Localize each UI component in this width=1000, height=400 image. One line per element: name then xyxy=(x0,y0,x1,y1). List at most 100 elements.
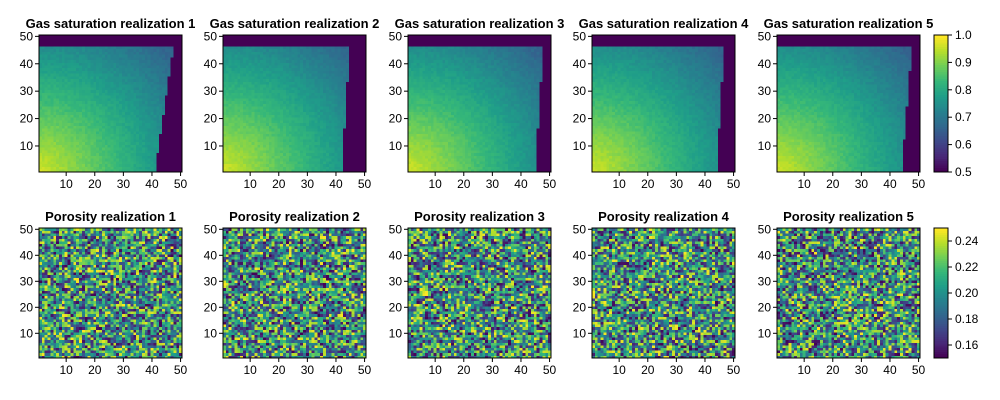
heatmap-cell xyxy=(136,98,139,101)
heatmap-cell xyxy=(119,112,122,115)
heatmap-cell xyxy=(70,49,73,52)
heatmap-cell xyxy=(260,142,263,145)
heatmap-cell xyxy=(349,46,352,49)
heatmap-cell xyxy=(108,84,111,87)
heatmap-cell xyxy=(113,71,116,74)
heatmap-cell xyxy=(272,62,275,65)
heatmap-cell xyxy=(53,164,56,167)
heatmap-cell xyxy=(131,112,134,115)
heatmap-cell xyxy=(73,147,76,150)
heatmap-cell xyxy=(128,153,131,156)
heatmap-cell xyxy=(232,128,235,131)
heatmap-cell xyxy=(156,164,159,167)
heatmap-cell xyxy=(171,98,174,101)
heatmap-cell xyxy=(306,95,309,98)
heatmap-cell xyxy=(317,71,320,74)
heatmap-cell xyxy=(303,38,306,41)
heatmap-cell xyxy=(113,161,116,164)
heatmap-cell xyxy=(53,54,56,57)
heatmap-cell xyxy=(360,109,363,112)
heatmap-cell xyxy=(111,123,114,126)
heatmap-cell xyxy=(249,98,252,101)
heatmap-cell xyxy=(105,49,108,52)
heatmap-cell xyxy=(340,139,343,142)
heatmap-cell xyxy=(277,62,280,65)
heatmap-cell xyxy=(303,128,306,131)
heatmap-cell xyxy=(53,46,56,49)
heatmap-cell xyxy=(229,62,232,65)
heatmap-cell xyxy=(229,54,232,57)
heatmap-cell xyxy=(312,156,315,159)
heatmap-cell xyxy=(113,65,116,68)
heatmap-cell xyxy=(237,114,240,117)
heatmap-cell xyxy=(128,120,131,123)
heatmap-cell xyxy=(283,73,286,76)
heatmap-cell xyxy=(156,147,159,150)
heatmap-cell xyxy=(286,60,289,63)
heatmap-cell xyxy=(326,84,329,87)
heatmap-cell xyxy=(260,84,263,87)
heatmap-cell xyxy=(156,136,159,139)
heatmap-cell xyxy=(303,142,306,145)
heatmap-cell xyxy=(340,51,343,54)
heatmap-cell xyxy=(79,145,82,148)
heatmap-cell xyxy=(315,90,318,93)
heatmap-cell xyxy=(62,38,65,41)
heatmap-cell xyxy=(343,54,346,57)
heatmap-cell xyxy=(90,134,93,137)
heatmap-cell xyxy=(105,142,108,145)
heatmap-cell xyxy=(96,156,99,159)
heatmap-cell xyxy=(139,87,142,90)
heatmap-cell xyxy=(148,120,151,123)
heatmap-cell xyxy=(269,79,272,82)
heatmap-cell xyxy=(93,101,96,104)
heatmap-cell xyxy=(173,128,176,131)
heatmap-cell xyxy=(45,114,48,117)
heatmap-cell xyxy=(88,134,91,137)
heatmap-cell xyxy=(289,43,292,46)
heatmap-cell xyxy=(303,73,306,76)
heatmap-cell xyxy=(116,87,119,90)
heatmap-cell xyxy=(292,98,295,101)
heatmap-cell xyxy=(90,82,93,85)
heatmap-cell xyxy=(249,114,252,117)
heatmap-cell xyxy=(73,95,76,98)
heatmap-cell xyxy=(312,93,315,96)
heatmap-cell xyxy=(173,79,176,82)
heatmap-cell xyxy=(340,68,343,71)
heatmap-cell xyxy=(277,114,280,117)
heatmap-cell xyxy=(306,101,309,104)
heatmap-cell xyxy=(286,147,289,150)
heatmap-cell xyxy=(249,40,252,43)
heatmap-cell xyxy=(226,120,229,123)
heatmap-cell xyxy=(297,84,300,87)
heatmap-cell xyxy=(156,46,159,49)
heatmap-cell xyxy=(88,128,91,131)
heatmap-cell xyxy=(70,87,73,90)
heatmap-cell xyxy=(96,106,99,109)
heatmap-cell xyxy=(151,112,154,115)
heatmap-cell xyxy=(65,65,68,68)
heatmap-cell xyxy=(309,106,312,109)
heatmap-cell xyxy=(131,136,134,139)
heatmap-cell xyxy=(340,46,343,49)
heatmap-cell xyxy=(173,54,176,57)
heatmap-cell xyxy=(280,161,283,164)
heatmap-cell xyxy=(122,98,125,101)
heatmap-cell xyxy=(122,139,125,142)
heatmap-cell xyxy=(139,153,142,156)
heatmap-cell xyxy=(300,62,303,65)
heatmap-cell xyxy=(257,156,260,159)
heatmap-cell xyxy=(252,93,255,96)
heatmap-cell xyxy=(349,43,352,46)
heatmap-cell xyxy=(329,101,332,104)
heatmap-cell xyxy=(337,68,340,71)
heatmap-cell xyxy=(295,84,298,87)
heatmap-cell xyxy=(45,134,48,137)
heatmap-cell xyxy=(329,114,332,117)
heatmap-cell xyxy=(340,106,343,109)
heatmap-cell xyxy=(277,158,280,161)
heatmap-cell xyxy=(229,153,232,156)
heatmap-cell xyxy=(113,43,116,46)
heatmap-cell xyxy=(269,114,272,117)
